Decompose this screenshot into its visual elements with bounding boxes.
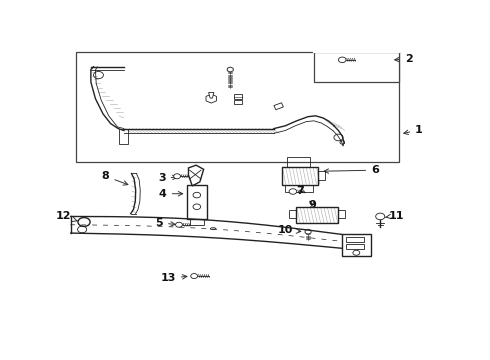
Text: 7: 7 xyxy=(296,186,304,196)
Circle shape xyxy=(289,189,297,194)
Bar xyxy=(285,185,313,192)
Bar xyxy=(296,207,338,223)
Text: 5: 5 xyxy=(155,218,175,228)
Bar xyxy=(281,167,318,185)
Polygon shape xyxy=(206,94,217,103)
Bar xyxy=(234,94,243,99)
Text: 8: 8 xyxy=(102,171,128,185)
Text: 6: 6 xyxy=(324,165,379,175)
Bar xyxy=(234,100,243,104)
Bar xyxy=(338,210,344,219)
Polygon shape xyxy=(227,67,233,72)
Bar xyxy=(120,129,128,144)
Text: 4: 4 xyxy=(159,189,183,199)
Bar xyxy=(76,51,399,162)
Text: 9: 9 xyxy=(308,199,316,210)
Bar xyxy=(314,51,399,82)
Text: 12: 12 xyxy=(56,211,77,221)
Circle shape xyxy=(191,274,197,279)
Circle shape xyxy=(376,213,385,220)
Text: 13: 13 xyxy=(161,273,187,283)
Circle shape xyxy=(173,174,180,179)
Bar xyxy=(346,237,364,242)
Polygon shape xyxy=(209,93,214,98)
Bar xyxy=(190,219,204,225)
Bar xyxy=(187,185,207,219)
Bar xyxy=(287,157,310,167)
Polygon shape xyxy=(305,229,311,234)
Text: 10: 10 xyxy=(277,225,301,235)
Text: 1: 1 xyxy=(404,125,423,135)
Polygon shape xyxy=(274,103,283,110)
Bar xyxy=(289,210,296,219)
Text: 3: 3 xyxy=(158,173,177,183)
Text: 11: 11 xyxy=(386,211,404,221)
Bar xyxy=(318,171,325,180)
Circle shape xyxy=(339,57,346,63)
Circle shape xyxy=(175,222,182,227)
Text: 2: 2 xyxy=(395,54,413,64)
Bar xyxy=(342,234,371,256)
Bar xyxy=(346,244,364,249)
